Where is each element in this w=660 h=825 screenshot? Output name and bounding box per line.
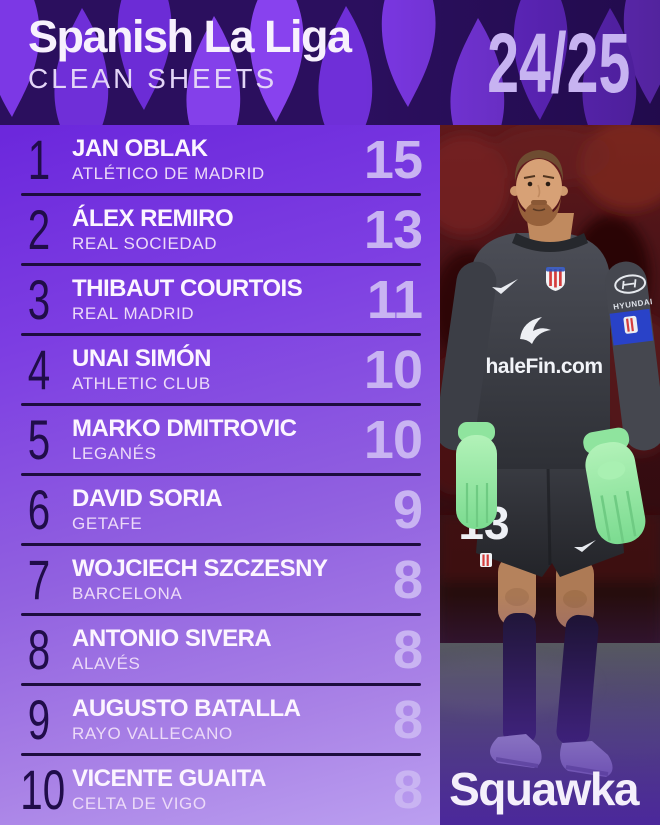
clean-sheet-count: 8: [392, 760, 423, 820]
player-name: THIBAUT COURTOIS: [72, 275, 303, 302]
clean-sheet-count: 11: [366, 270, 423, 330]
rank-number: 2: [27, 198, 51, 261]
header: Spanish La Liga CLEAN SHEETS 24/25: [0, 0, 660, 125]
flame-pattern-background: [0, 0, 660, 125]
goalkeeper-gloves: [456, 422, 646, 545]
player-photo: 13: [405, 120, 660, 825]
jersey-sponsor-text: haleFin.com: [485, 355, 602, 378]
player-name: WOJCIECH SZCZESNY: [72, 555, 328, 582]
leaderboard-row: 8 ANTONIO SIVERA ALAVÉS 8: [0, 615, 440, 686]
clean-sheet-count: 10: [363, 340, 423, 400]
club-name: GETAFE: [72, 514, 143, 533]
club-name: BARCELONA: [72, 584, 183, 603]
club-crest-icon: [546, 267, 565, 291]
clean-sheet-count: 10: [363, 410, 423, 470]
leaderboard-row: 9 AUGUSTO BATALLA RAYO VALLECANO 8: [0, 685, 440, 756]
clean-sheet-count: 9: [392, 480, 423, 540]
player-name: AUGUSTO BATALLA: [72, 695, 301, 722]
season-badge: 24/25: [487, 16, 630, 110]
clean-sheet-count: 15: [363, 130, 423, 190]
rank-number: 7: [27, 548, 51, 611]
goalkeeper-photo-illustration: 13: [405, 120, 660, 825]
player-name: UNAI SIMÓN: [72, 345, 212, 372]
leaderboard-row: 1 JAN OBLAK ATLÉTICO DE MADRID 15: [0, 125, 440, 196]
captain-armband: [609, 308, 654, 346]
rank-number: 5: [27, 408, 51, 471]
player-name: MARKO DMITROVIC: [72, 415, 297, 442]
player-name: ANTONIO SIVERA: [72, 625, 272, 652]
rank-number: 10: [20, 758, 66, 821]
clean-sheet-count: 8: [392, 550, 423, 610]
nike-swoosh-icon: [492, 279, 518, 294]
player-name: DAVID SORIA: [72, 485, 223, 512]
clean-sheet-count: 8: [392, 690, 423, 750]
leaderboard-row: 5 MARKO DMITROVIC LEGANÉS 10: [0, 405, 440, 476]
whalefin-wave-icon: [520, 317, 551, 344]
player-name: VICENTE GUAITA: [72, 765, 266, 792]
rank-number: 8: [27, 618, 51, 681]
rank-number: 9: [27, 688, 51, 751]
club-name: ATHLETIC CLUB: [72, 374, 211, 393]
header-text-block: Spanish La Liga CLEAN SHEETS: [28, 11, 352, 94]
club-name: RAYO VALLECANO: [72, 724, 233, 743]
club-name: REAL SOCIEDAD: [72, 234, 218, 253]
clean-sheet-count: 8: [392, 620, 423, 680]
club-name: ALAVÉS: [72, 654, 141, 673]
leaderboard-row: 2 ÁLEX REMIRO REAL SOCIEDAD 13: [0, 195, 440, 266]
leaderboard-row: 4 UNAI SIMÓN ATHLETIC CLUB 10: [0, 335, 440, 406]
purple-overlay: [440, 595, 660, 825]
leaderboard-row: 6 DAVID SORIA GETAFE 9: [0, 475, 440, 546]
jersey: [470, 233, 610, 469]
clean-sheet-count: 13: [363, 200, 423, 260]
leaderboard-row: 7 WOJCIECH SZCZESNY BARCELONA 8: [0, 545, 440, 616]
nike-swoosh-shorts-icon: [574, 540, 596, 552]
player-name: ÁLEX REMIRO: [72, 205, 234, 232]
rank-number: 1: [27, 128, 51, 191]
player-name: JAN OBLAK: [72, 135, 208, 162]
squawka-logo: Squawka: [449, 763, 639, 815]
rank-number: 4: [27, 338, 51, 401]
leaderboard-row: 3 THIBAUT COURTOIS REAL MADRID 11: [0, 265, 440, 336]
leaderboard-row: 10 VICENTE GUAITA CELTA DE VIGO 8: [0, 755, 440, 825]
head: [510, 150, 568, 226]
rank-number: 6: [27, 478, 51, 541]
club-name: LEGANÉS: [72, 444, 157, 463]
club-name: ATLÉTICO DE MADRID: [72, 164, 265, 183]
leaderboard: 1 JAN OBLAK ATLÉTICO DE MADRID 15 2 ÁLEX…: [0, 125, 440, 825]
rank-number: 3: [27, 268, 51, 331]
club-name: CELTA DE VIGO: [72, 794, 207, 813]
club-name: REAL MADRID: [72, 304, 195, 323]
page-title: Spanish La Liga: [28, 11, 352, 62]
subtitle: CLEAN SHEETS: [28, 63, 278, 94]
shorts-crest-icon: [480, 553, 492, 567]
